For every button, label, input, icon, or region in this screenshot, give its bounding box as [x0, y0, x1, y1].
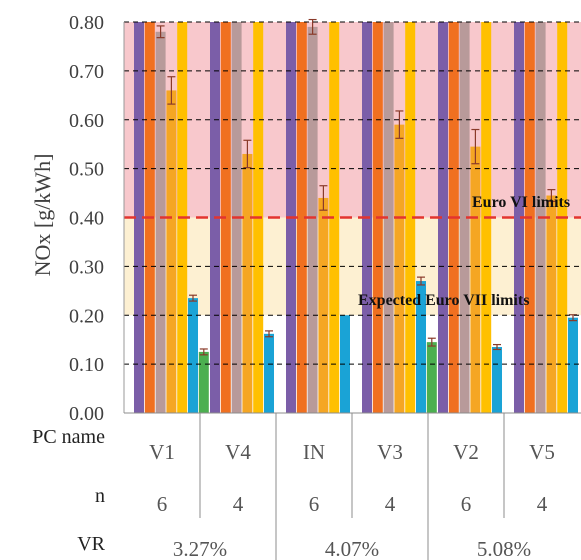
vr-cell: 3.27% [173, 537, 227, 560]
vr-cell: 5.08% [477, 537, 531, 560]
bar-V1-5 [188, 298, 198, 413]
bar-V1-2 [155, 31, 166, 414]
bar-V2-5 [492, 347, 502, 413]
bar-V4-5 [264, 333, 274, 413]
y-tick-label: 0.00 [69, 403, 104, 425]
info-table: PC name n VR V1 6 V4 4 IN 6 V3 4 V2 6 V5 4 3.27% 4.07% 5.… [32, 412, 581, 560]
row-label-pc_name: PC name [32, 426, 105, 448]
pc-name-cell: V1 [149, 440, 175, 464]
euro-vi-limit-label: Euro VI limits [472, 194, 570, 211]
y-tick-label: 0.10 [69, 354, 104, 376]
bar-V1-3 [166, 90, 177, 414]
y-tick-label: 0.70 [69, 61, 104, 83]
pc-name-cell: V4 [225, 440, 251, 464]
n-cell: 4 [537, 492, 548, 516]
n-cell: 6 [309, 492, 320, 516]
bar-V1-0 [134, 22, 144, 413]
y-tick-label: 0.40 [69, 208, 104, 230]
y-tick-label: 0.20 [69, 305, 104, 327]
y-tick-label: 0.80 [69, 12, 104, 34]
bar-IN-4 [329, 22, 340, 413]
row-label-vr: VR [77, 533, 105, 555]
pc-name-cell: V2 [453, 440, 479, 464]
bar-V3-4 [405, 22, 416, 413]
bar-V3-2 [383, 22, 394, 413]
y-axis: 0.00 0.10 0.20 0.30 0.40 0.50 0.60 0.70 0.80 [69, 12, 581, 425]
bar-V1-6 [198, 351, 209, 413]
n-cell: 6 [157, 492, 168, 516]
n-cell: 6 [461, 492, 472, 516]
bar-V5-3 [546, 195, 557, 413]
bar-V2-0 [438, 22, 448, 413]
bar-V2-2 [459, 22, 470, 413]
bar-V3-3 [394, 124, 405, 413]
y-axis-label: NOx [g/kWh] [30, 154, 55, 277]
pc-name-cell: V3 [377, 440, 403, 464]
bar-V3-5 [416, 281, 426, 413]
bar-V3-6 [426, 342, 437, 413]
bar-V5-5 [568, 317, 578, 413]
n-cell: 4 [233, 492, 244, 516]
pc-name-cell: IN [303, 440, 325, 464]
vr-cell: 4.07% [325, 537, 379, 560]
bar-IN-1 [296, 22, 307, 413]
n-cell: 4 [385, 492, 396, 516]
y-tick-label: 0.60 [69, 110, 104, 132]
bar-IN-2 [307, 26, 318, 413]
y-tick-label: 0.30 [69, 256, 104, 278]
pc-name-cell: V5 [529, 440, 555, 464]
bar-V4-3 [242, 153, 253, 413]
y-tick-label: 0.50 [69, 159, 104, 181]
euro-vii-limit-label: Expected Euro VII limits [358, 292, 529, 309]
row-label-n: n [95, 485, 105, 507]
bar-IN-3 [318, 197, 329, 413]
bar-V5-0 [514, 22, 524, 413]
bar-V2-3 [470, 146, 481, 413]
